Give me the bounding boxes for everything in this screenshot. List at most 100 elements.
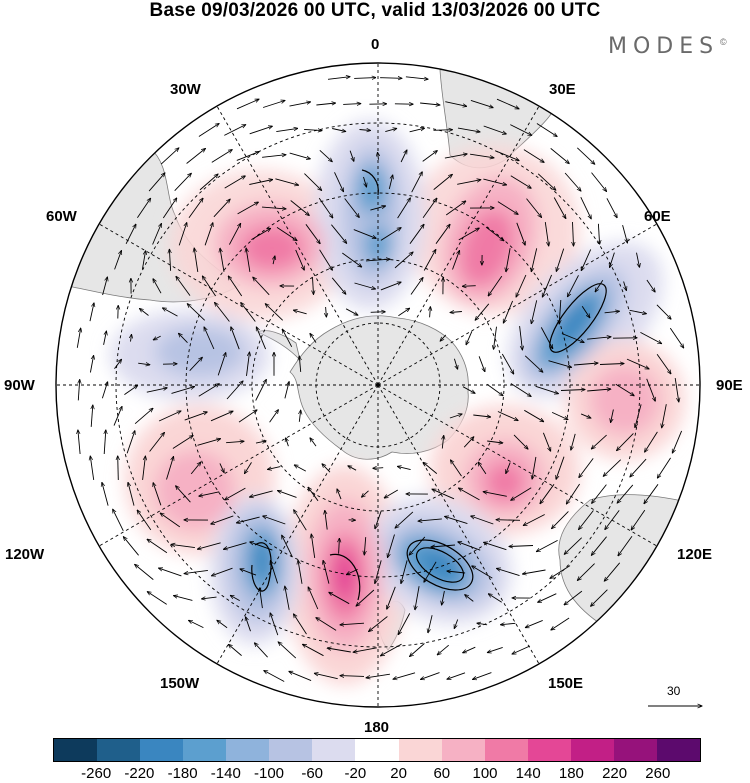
wind-vector xyxy=(393,672,416,679)
wind-vector xyxy=(114,251,122,270)
lon-label-180: 180 xyxy=(364,719,390,736)
wind-vector xyxy=(672,430,683,453)
wind-vector xyxy=(228,644,242,656)
wind-vector xyxy=(370,312,386,313)
wind-vector xyxy=(442,436,443,449)
wind-vector xyxy=(255,380,267,401)
wind-vectors xyxy=(77,77,683,682)
wind-vector xyxy=(278,491,297,498)
wind-vector xyxy=(299,356,300,372)
wind-vector xyxy=(591,589,608,607)
wind-vector xyxy=(286,438,289,447)
wind-vector xyxy=(510,175,531,189)
wind-vector xyxy=(462,386,475,394)
wind-vector xyxy=(458,228,479,241)
wind-vector xyxy=(497,201,518,215)
wind-vector xyxy=(388,534,395,558)
wind-vector xyxy=(568,275,579,296)
wind-vector xyxy=(204,327,215,350)
wind-vector xyxy=(466,331,473,344)
wind-vector xyxy=(458,542,481,551)
wind-vector xyxy=(284,382,289,399)
wind-vector xyxy=(224,125,245,136)
wind-vector xyxy=(440,334,447,341)
wind-vector xyxy=(289,671,312,682)
wind-vector xyxy=(478,462,487,475)
wind-vector xyxy=(573,221,574,246)
wind-vector xyxy=(444,154,467,159)
wind-vector xyxy=(526,198,542,218)
wind-vector xyxy=(645,431,658,452)
wind-vector xyxy=(478,356,485,371)
wind-vector xyxy=(204,223,213,246)
wind-vector xyxy=(453,358,457,369)
graticule xyxy=(56,63,700,707)
lon-label-90w: 90W xyxy=(4,377,35,394)
wind-vector xyxy=(331,224,346,244)
wind-vector xyxy=(536,540,558,551)
wind-vector xyxy=(513,434,528,449)
wind-vector xyxy=(365,259,390,261)
wind-vector xyxy=(580,413,591,418)
wind-vector xyxy=(345,308,358,315)
wind-vector xyxy=(457,180,481,185)
wind-vector xyxy=(152,224,162,245)
lon-label-60e: 60E xyxy=(644,208,671,225)
wind-vector xyxy=(431,545,456,547)
wind-vector xyxy=(395,511,414,528)
wind-vector xyxy=(636,252,640,268)
wind-vector xyxy=(459,488,480,501)
wind-vector xyxy=(560,390,585,391)
wind-vector xyxy=(329,592,350,605)
wind-vector xyxy=(303,644,324,657)
wind-vector xyxy=(319,249,333,270)
wind-vector xyxy=(282,329,293,348)
wind-vector xyxy=(146,388,167,393)
wind-vector xyxy=(348,466,357,471)
wind-vector xyxy=(644,484,659,503)
map-border xyxy=(55,62,701,708)
wind-vector xyxy=(421,672,440,680)
wind-vector xyxy=(184,569,208,573)
wind-vector xyxy=(535,385,559,393)
wind-vector xyxy=(226,381,243,400)
wind-vector xyxy=(477,623,488,625)
wind-vector xyxy=(334,172,344,191)
colorbar-swatch xyxy=(97,739,141,761)
wind-vector xyxy=(398,613,411,634)
wind-vector xyxy=(630,458,647,477)
wind-vector xyxy=(349,150,354,162)
wind-vector xyxy=(369,616,388,632)
wind-vector xyxy=(199,174,218,191)
wind-vector xyxy=(255,441,266,443)
wind-vector xyxy=(211,515,234,524)
wind-vector xyxy=(212,567,233,576)
wind-vector xyxy=(202,597,217,599)
wind-vector xyxy=(199,491,220,496)
lon-label-30e: 30E xyxy=(549,81,576,98)
colorbar-swatch xyxy=(312,739,356,761)
wind-vector xyxy=(571,433,576,450)
wind-vector xyxy=(496,150,519,160)
wind-vector xyxy=(657,457,671,478)
wind-vector xyxy=(473,672,492,680)
wind-vector xyxy=(220,248,225,272)
wind-vector xyxy=(418,518,442,521)
wind-vector xyxy=(579,458,594,477)
wind-vector xyxy=(375,560,382,583)
wind-vector xyxy=(141,251,145,270)
wind-vector xyxy=(394,252,413,269)
wind-vector xyxy=(262,155,286,158)
wind-vector xyxy=(270,613,279,636)
wind-vector xyxy=(224,542,247,550)
wind-vector xyxy=(190,462,201,475)
wind-vector xyxy=(428,615,433,633)
colorbar-tick-label: -220 xyxy=(124,765,155,782)
wind-vector xyxy=(519,326,523,350)
lon-label-90e: 90E xyxy=(716,377,743,394)
wind-vector xyxy=(176,276,191,296)
colorbar-tick-label: -180 xyxy=(167,765,198,782)
wind-vector xyxy=(327,77,350,80)
wind-vector xyxy=(512,645,531,654)
wind-vector xyxy=(422,198,437,219)
